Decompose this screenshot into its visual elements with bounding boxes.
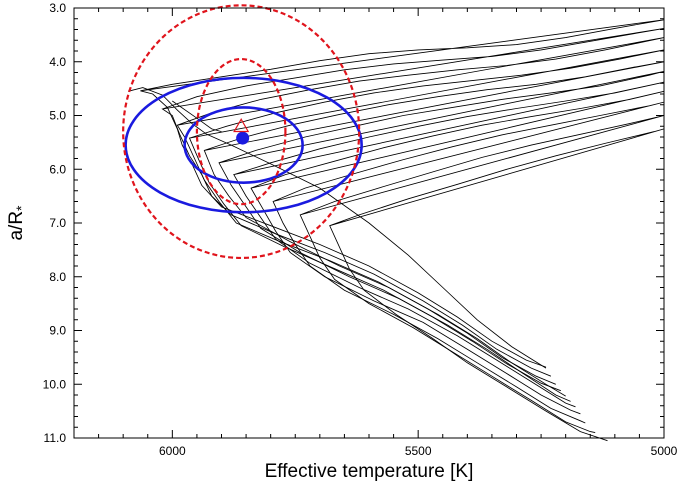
track-line-12 <box>127 87 547 369</box>
track-line-13 <box>172 100 222 133</box>
y-tick-label: 7.0 <box>49 216 66 230</box>
best-fit-point <box>236 131 250 145</box>
track-line-1 <box>140 19 665 368</box>
axis-ticks <box>73 7 665 439</box>
x-tick-label: 6000 <box>159 444 186 458</box>
track-line-9 <box>272 101 665 424</box>
track-line-2 <box>161 27 665 377</box>
y-tick-label: 3.0 <box>49 1 66 15</box>
y-axis-title: a/R* <box>6 205 29 241</box>
solid-ellipse-2 <box>124 76 363 214</box>
y-axis-title-main: a/R <box>6 211 27 241</box>
track-line-11 <box>329 128 665 442</box>
y-tick-label: 11.0 <box>44 431 67 445</box>
x-tick-label: 5500 <box>405 444 432 458</box>
track-line-5 <box>203 61 665 397</box>
confidence-ellipses <box>122 4 363 260</box>
tick-labels: 6000 5500 5000 3.0 4.0 5.0 6.0 7.0 8.0 9.0 10.0 11.… <box>43 1 678 458</box>
triangle-marker <box>233 118 250 133</box>
y-tick-label: 9.0 <box>49 324 66 338</box>
data-markers <box>233 118 250 145</box>
track-line-6 <box>218 70 665 402</box>
x-axis-title: Effective temperature [K] <box>265 461 474 482</box>
dashed-ellipse-3 <box>195 57 287 206</box>
y-tick-label: 8.0 <box>49 270 66 284</box>
track-line-4 <box>188 49 665 392</box>
y-axis-title-sub: * <box>13 205 29 211</box>
y-tick-label: 4.0 <box>49 55 66 69</box>
track-line-7 <box>233 81 665 408</box>
y-tick-label: 6.0 <box>49 162 66 176</box>
dashed-ellipse-4 <box>122 4 361 260</box>
x-tick-label: 5000 <box>651 444 678 458</box>
track-line-10 <box>299 115 665 434</box>
evolutionary-tracks <box>127 19 665 442</box>
solid-ellipse-1 <box>183 106 304 184</box>
y-tick-label: 5.0 <box>49 109 66 123</box>
y-tick-label: 10.0 <box>43 377 67 391</box>
